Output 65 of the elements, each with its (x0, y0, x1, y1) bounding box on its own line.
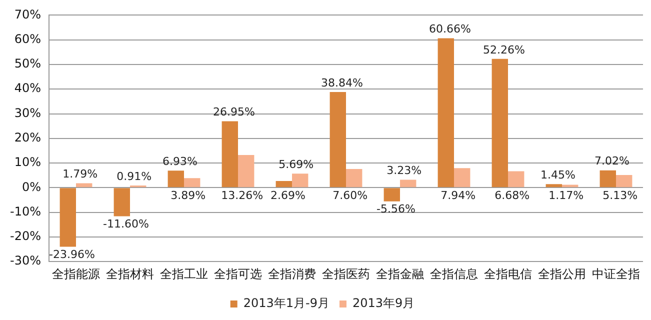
y-tick-label: 0% (22, 180, 41, 194)
y-tick-label: 60% (14, 32, 41, 46)
x-tick-label: 全指医药 (322, 266, 370, 281)
bar (508, 171, 524, 188)
y-tick-label: -10% (10, 204, 41, 218)
bar (616, 175, 632, 188)
x-tick-label: 全指能源 (52, 266, 100, 281)
bar (546, 184, 562, 188)
legend-label: 2013年9月 (352, 296, 415, 310)
data-label: 1.17% (548, 189, 584, 202)
bar (238, 155, 254, 188)
y-tick-label: 70% (14, 7, 41, 22)
y-tick-label: 40% (14, 81, 41, 96)
data-label: 6.68% (494, 189, 530, 202)
data-label: 0.91% (116, 170, 152, 183)
y-tick-label: 10% (14, 155, 41, 170)
data-label: 1.79% (62, 168, 98, 181)
data-label: 38.84% (320, 76, 363, 90)
x-tick-label: 全指消费 (268, 266, 316, 281)
y-tick-label: 20% (14, 130, 41, 145)
bar (184, 178, 200, 188)
x-tick-label: 全指电信 (484, 266, 532, 281)
bar (600, 170, 616, 188)
bar (330, 92, 346, 188)
x-tick-label: 全指材料 (106, 266, 154, 281)
data-label: 7.94% (440, 189, 476, 202)
bar (222, 121, 238, 188)
data-label: 60.66% (428, 22, 471, 36)
x-tick-label: 全指公用 (538, 266, 586, 281)
bar (454, 168, 470, 188)
data-label: 3.89% (170, 189, 206, 202)
data-label: 7.60% (332, 189, 368, 202)
bar (438, 38, 454, 188)
data-label: 3.23% (386, 164, 422, 178)
data-label: -11.60% (102, 218, 149, 231)
x-tick-label: 中证全指 (592, 266, 640, 281)
x-tick-label: 全指金融 (376, 266, 424, 281)
bar (276, 181, 292, 188)
data-label: 52.26% (482, 43, 525, 56)
data-label: 2.69% (270, 189, 306, 202)
bar (384, 188, 400, 202)
data-label: 5.13% (602, 189, 638, 202)
y-tick-label: 30% (14, 106, 41, 120)
y-tick-label: -20% (10, 229, 41, 244)
x-tick-label: 全指可选 (214, 266, 262, 281)
bar (168, 170, 184, 188)
data-label: 5.69% (278, 158, 314, 172)
y-tick-label: -30% (10, 254, 41, 268)
bar (292, 174, 308, 188)
bar (60, 188, 76, 247)
y-tick-label: 50% (14, 56, 41, 71)
data-label: 1.45% (540, 168, 576, 182)
x-tick-label: 全指工业 (160, 266, 208, 281)
bar (346, 168, 362, 188)
bar (492, 58, 508, 188)
data-label: 26.95% (212, 106, 255, 119)
data-label: -23.96% (48, 248, 95, 262)
bar (114, 188, 130, 216)
data-label: 13.26% (221, 189, 264, 202)
data-label: 7.02% (594, 154, 630, 168)
x-tick-label: 全指信息 (430, 266, 478, 281)
legend-label: 2013年1月-9月 (243, 296, 330, 310)
bar (400, 180, 416, 188)
data-label: -5.56% (376, 202, 416, 216)
data-label: 6.93% (162, 154, 198, 168)
